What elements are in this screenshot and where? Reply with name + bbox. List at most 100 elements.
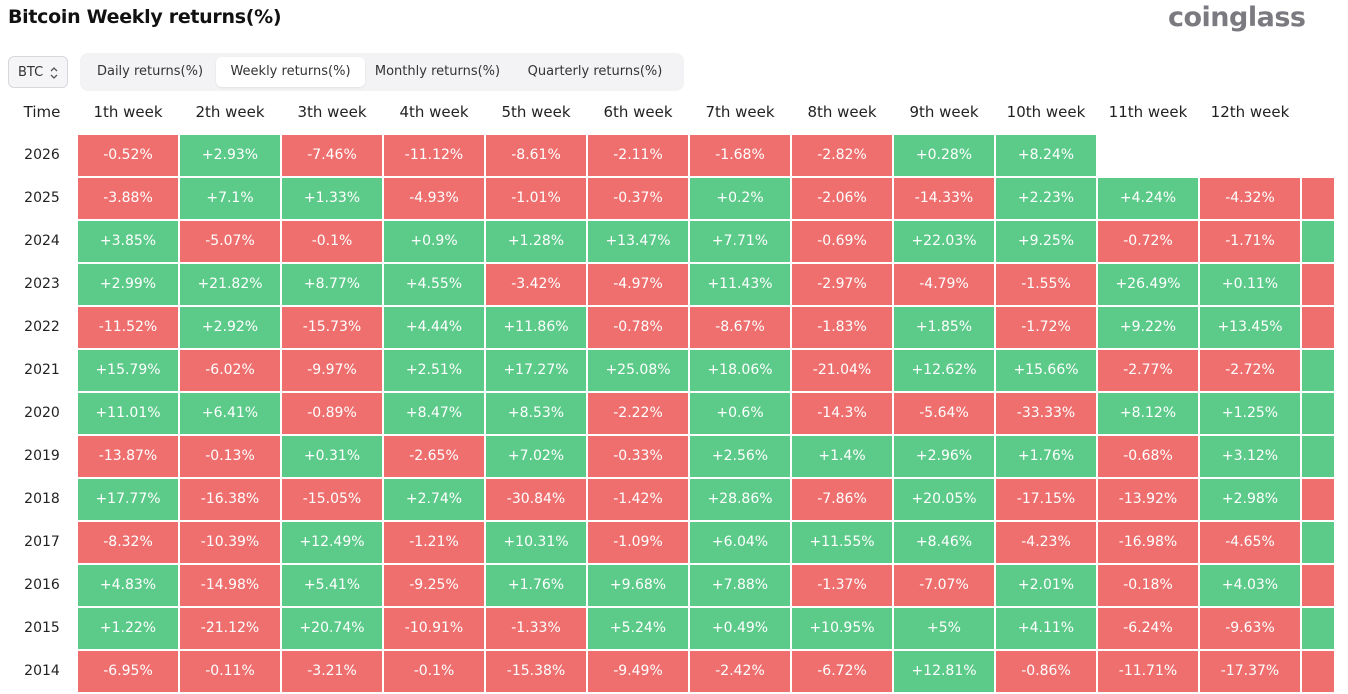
return-cell: -1.09% <box>588 522 688 563</box>
return-cell: +2.96% <box>894 436 994 477</box>
return-cell: +1.76% <box>486 565 586 606</box>
return-cell: +8.24% <box>996 135 1096 176</box>
row-year: 2022 <box>24 319 60 335</box>
return-cell: +1.22% <box>78 608 178 649</box>
return-cell: +11.86% <box>486 307 586 348</box>
return-cell: -13.87% <box>78 436 178 477</box>
return-cell: +18.06% <box>690 350 790 391</box>
tab[interactable]: Daily returns(%) <box>96 64 204 79</box>
return-cell: -4.23% <box>996 522 1096 563</box>
column-header: 4th week <box>399 103 469 121</box>
row-year: 2016 <box>24 577 60 593</box>
return-cell: -7.86% <box>792 479 892 520</box>
return-cell: +8.47% <box>384 393 484 434</box>
row-year: 2017 <box>24 534 60 550</box>
return-cell: -8.32% <box>78 522 178 563</box>
return-cell: -8.67% <box>690 307 790 348</box>
return-cell: +6.41% <box>180 393 280 434</box>
return-cell: -4.32% <box>1200 178 1300 219</box>
return-cell: -5.07% <box>180 221 280 262</box>
return-cell: -14.3% <box>792 393 892 434</box>
return-cell: -8.61% <box>486 135 586 176</box>
return-cell: -1.71% <box>1200 221 1300 262</box>
tab[interactable]: Weekly returns(%) <box>216 57 365 87</box>
column-header: 2th week <box>195 103 265 121</box>
return-cell: -3.88% <box>78 178 178 219</box>
return-cell: -1.21% <box>384 522 484 563</box>
return-cell: +7.88% <box>690 565 790 606</box>
tab[interactable]: Monthly returns(%) <box>374 64 501 79</box>
column-header: 3th week <box>297 103 367 121</box>
return-cell: +0.2% <box>690 178 790 219</box>
row-year: 2015 <box>24 620 60 636</box>
return-cell: -1.37% <box>792 565 892 606</box>
return-cell: -3.21% <box>282 651 382 692</box>
return-cell: +11.43% <box>690 264 790 305</box>
clipped-cell <box>1302 479 1334 520</box>
return-cell: -1.55% <box>996 264 1096 305</box>
return-cell: +4.24% <box>1098 178 1198 219</box>
return-cell: +12.81% <box>894 651 994 692</box>
return-cell: -0.78% <box>588 307 688 348</box>
return-cell: +0.11% <box>1200 264 1300 305</box>
return-cell: +17.77% <box>78 479 178 520</box>
return-cell: -7.46% <box>282 135 382 176</box>
return-cell: -15.73% <box>282 307 382 348</box>
return-cell: -1.83% <box>792 307 892 348</box>
clipped-cell <box>1302 221 1334 262</box>
return-cell: -9.97% <box>282 350 382 391</box>
return-cell: +2.92% <box>180 307 280 348</box>
return-cell: +11.01% <box>78 393 178 434</box>
return-cell: +8.12% <box>1098 393 1198 434</box>
column-header: 10th week <box>1006 103 1086 121</box>
return-cell: +2.01% <box>996 565 1096 606</box>
return-cell: +10.95% <box>792 608 892 649</box>
return-cell: +26.49% <box>1098 264 1198 305</box>
return-cell: -9.49% <box>588 651 688 692</box>
coin-selector[interactable]: BTC <box>8 56 68 88</box>
return-cell: -6.72% <box>792 651 892 692</box>
column-header: 12th week <box>1210 103 1290 121</box>
return-cell: -4.65% <box>1200 522 1300 563</box>
return-cell: -0.72% <box>1098 221 1198 262</box>
column-header: 1th week <box>93 103 163 121</box>
return-cell: +13.45% <box>1200 307 1300 348</box>
return-cell: +5% <box>894 608 994 649</box>
row-year: 2018 <box>24 491 60 507</box>
return-cell: +0.28% <box>894 135 994 176</box>
return-cell: -15.05% <box>282 479 382 520</box>
return-cell: -9.25% <box>384 565 484 606</box>
return-cell: -0.33% <box>588 436 688 477</box>
return-cell: +7.02% <box>486 436 586 477</box>
return-cell: +15.66% <box>996 350 1096 391</box>
return-cell: -17.15% <box>996 479 1096 520</box>
return-cell: +2.98% <box>1200 479 1300 520</box>
row-year: 2014 <box>24 663 60 679</box>
return-cell: +4.44% <box>384 307 484 348</box>
return-cell: -10.39% <box>180 522 280 563</box>
tab[interactable]: Quarterly returns(%) <box>527 64 663 79</box>
return-cell: -2.42% <box>690 651 790 692</box>
return-cell: -4.93% <box>384 178 484 219</box>
return-cell: +13.47% <box>588 221 688 262</box>
return-cell: +9.25% <box>996 221 1096 262</box>
return-cell: +21.82% <box>180 264 280 305</box>
return-cell: -2.77% <box>1098 350 1198 391</box>
return-cell: +9.22% <box>1098 307 1198 348</box>
return-cell: -0.52% <box>78 135 178 176</box>
return-cell: -21.04% <box>792 350 892 391</box>
return-cell: +8.53% <box>486 393 586 434</box>
return-cell: -0.68% <box>1098 436 1198 477</box>
row-year: 2026 <box>24 147 60 163</box>
return-cell: -7.07% <box>894 565 994 606</box>
clipped-cell <box>1302 178 1334 219</box>
return-cell: -2.22% <box>588 393 688 434</box>
return-cell: +0.31% <box>282 436 382 477</box>
return-cell: +1.85% <box>894 307 994 348</box>
return-cell: -0.37% <box>588 178 688 219</box>
return-cell: -2.82% <box>792 135 892 176</box>
column-header: 6th week <box>603 103 673 121</box>
